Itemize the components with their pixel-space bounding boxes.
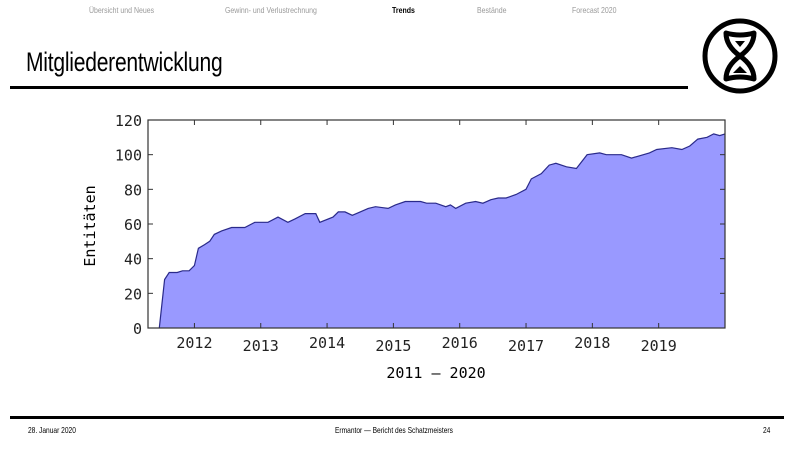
member-development-chart: 0 20 40 60 80 100 120 2012 2013 2014 2015 2016 2017 2… [81, 112, 726, 382]
slide-title: Mitgliederentwicklung [26, 47, 223, 77]
x-axis-label: 2011 – 2020 [386, 364, 485, 382]
svg-text:120: 120 [115, 112, 142, 130]
svg-text:80: 80 [124, 181, 142, 199]
footer-divider [10, 416, 784, 419]
y-axis-label: Entitäten [81, 185, 99, 266]
svg-text:0: 0 [133, 320, 142, 338]
svg-text:20: 20 [124, 285, 142, 303]
nav-item-overview[interactable]: Übersicht und Neues [89, 5, 155, 15]
area-series [158, 133, 726, 329]
svg-text:2013: 2013 [243, 337, 279, 355]
page-number: 24 [763, 425, 771, 435]
svg-text:100: 100 [115, 147, 142, 165]
svg-text:2018: 2018 [574, 334, 610, 352]
chart-axes: 0 20 40 60 80 100 120 2012 2013 2014 2015 2016 2017 2… [115, 112, 726, 355]
nav-item-profit-loss[interactable]: Gewinn- und Verlustrechnung [225, 5, 317, 15]
svg-text:2014: 2014 [309, 334, 345, 352]
nav-item-trends[interactable]: Trends [392, 5, 415, 15]
hourglass-logo-icon [702, 18, 778, 94]
title-divider [10, 86, 688, 89]
svg-text:2016: 2016 [442, 334, 478, 352]
svg-text:40: 40 [124, 251, 142, 269]
svg-text:60: 60 [124, 216, 142, 234]
nav-item-holdings[interactable]: Bestände [477, 5, 507, 15]
footer-date: 28. Januar 2020 [28, 425, 76, 435]
section-navigation: Übersicht und Neues Gewinn- und Verlustr… [0, 5, 800, 19]
svg-text:2012: 2012 [176, 334, 212, 352]
nav-item-forecast[interactable]: Forecast 2020 [572, 5, 617, 15]
svg-text:2017: 2017 [508, 337, 544, 355]
svg-text:2019: 2019 [641, 337, 677, 355]
svg-text:2015: 2015 [375, 337, 411, 355]
footer-title: Ermantor — Bericht des Schatzmeisters [335, 425, 453, 435]
